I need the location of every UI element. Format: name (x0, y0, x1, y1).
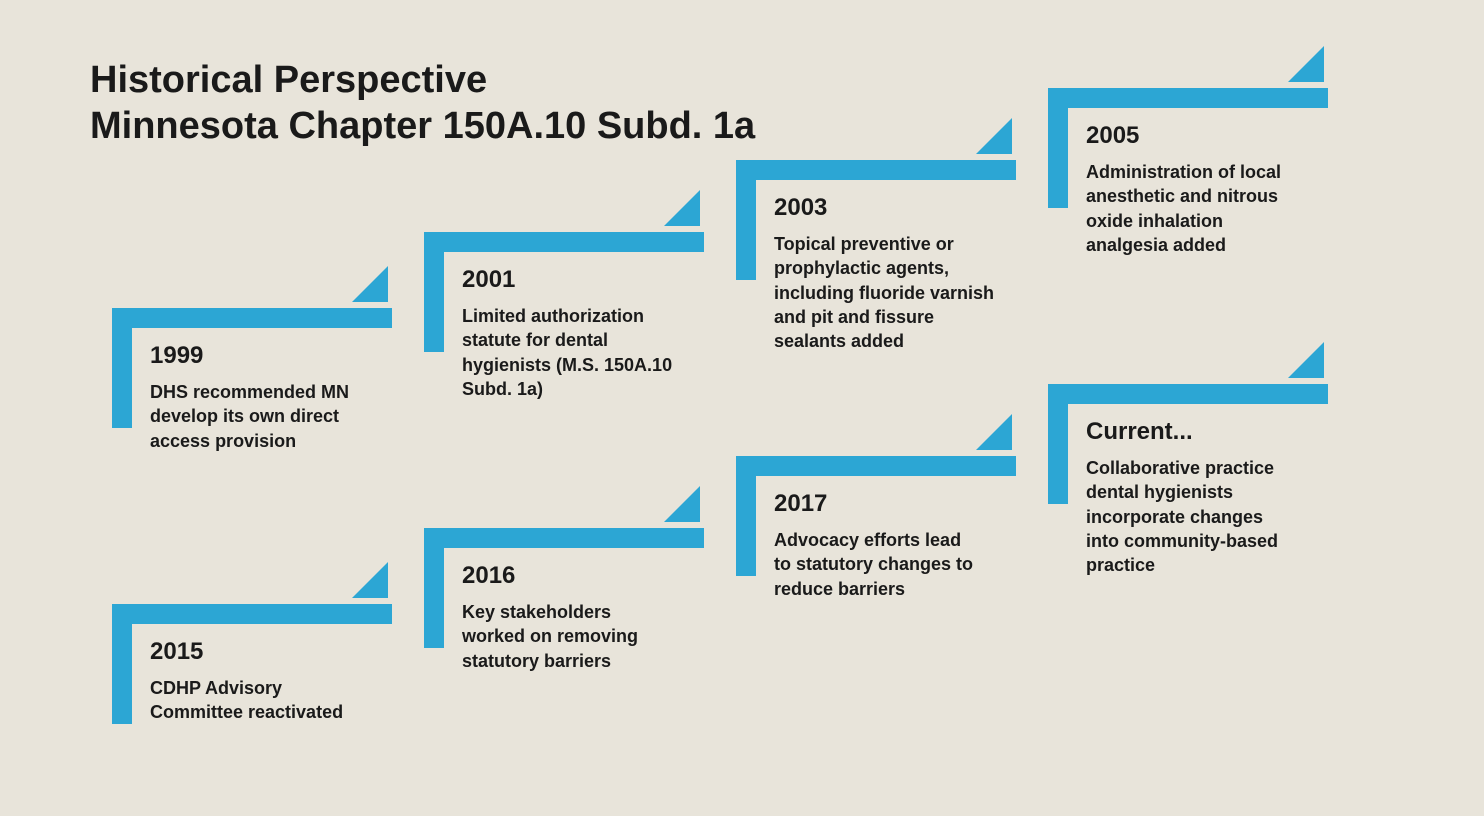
step-triangle-icon (664, 486, 700, 522)
step-triangle-icon (664, 190, 700, 226)
step-description: Limited authorization statute for dental… (462, 304, 682, 401)
slide-title: Historical Perspective Minnesota Chapter… (90, 58, 755, 149)
step-description: Administration of local anesthetic and n… (1086, 160, 1306, 257)
step-content: 2016 Key stakeholders worked on removing … (462, 562, 662, 673)
step-content: 2015 CDHP Advisory Committee reactivated (150, 638, 350, 725)
step-content: 2005 Administration of local anesthetic a… (1086, 122, 1306, 257)
step-year: 2005 (1086, 122, 1306, 150)
step-hbar (1048, 88, 1328, 108)
step-year: 2003 (774, 194, 1004, 222)
step-content: Current... Collaborative practice dental … (1086, 418, 1286, 577)
step-triangle-icon (976, 118, 1012, 154)
step-triangle-icon (976, 414, 1012, 450)
step-vbar (424, 232, 444, 352)
step-hbar (112, 604, 392, 624)
title-line-2: Minnesota Chapter 150A.10 Subd. 1a (90, 105, 755, 147)
step-year: 2016 (462, 562, 662, 590)
step-description: Advocacy efforts lead to statutory chang… (774, 528, 974, 601)
step-vbar (112, 604, 132, 724)
step-triangle-icon (1288, 46, 1324, 82)
step-vbar (736, 456, 756, 576)
step-year: 2001 (462, 266, 682, 294)
step-description: Key stakeholders worked on removing stat… (462, 600, 662, 673)
step-year: Current... (1086, 418, 1286, 446)
step-description: DHS recommended MN develop its own direc… (150, 380, 350, 453)
step-triangle-icon (1288, 342, 1324, 378)
step-vbar (112, 308, 132, 428)
step-description: CDHP Advisory Committee reactivated (150, 676, 350, 725)
step-hbar (736, 160, 1016, 180)
step-hbar (424, 528, 704, 548)
step-triangle-icon (352, 562, 388, 598)
step-hbar (1048, 384, 1328, 404)
step-year: 1999 (150, 342, 350, 370)
step-year: 2015 (150, 638, 350, 666)
step-triangle-icon (352, 266, 388, 302)
step-content: 2003 Topical preventive or prophylactic a… (774, 194, 1004, 353)
title-line-1: Historical Perspective (90, 59, 487, 101)
step-hbar (424, 232, 704, 252)
step-vbar (424, 528, 444, 648)
step-content: 2001 Limited authorization statute for de… (462, 266, 682, 401)
step-vbar (1048, 384, 1068, 504)
step-content: 2017 Advocacy efforts lead to statutory c… (774, 490, 974, 601)
step-description: Collaborative practice dental hygienists… (1086, 456, 1286, 577)
step-description: Topical preventive or prophylactic agent… (774, 232, 1004, 353)
step-content: 1999 DHS recommended MN develop its own d… (150, 342, 350, 453)
step-hbar (112, 308, 392, 328)
step-vbar (736, 160, 756, 280)
step-year: 2017 (774, 490, 974, 518)
step-hbar (736, 456, 1016, 476)
step-vbar (1048, 88, 1068, 208)
slide: Historical Perspective Minnesota Chapter… (0, 0, 1484, 816)
